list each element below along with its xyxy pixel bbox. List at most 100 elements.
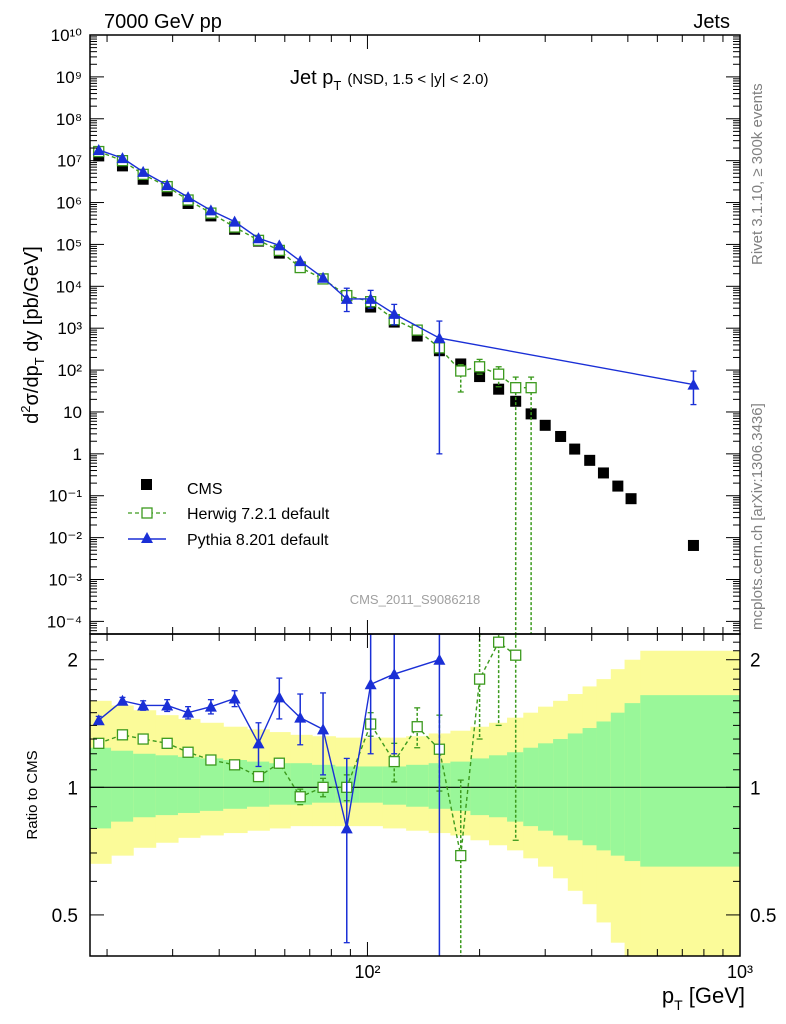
pythia-main-point [294, 255, 307, 267]
herwig-ratio-point [317, 781, 329, 793]
herwig-ratio-point [510, 649, 522, 661]
pythia-main-point [116, 152, 129, 164]
y-tick-label: 10⁹ [56, 68, 82, 87]
herwig-ratio-point [252, 770, 265, 783]
pythia-ratio-point [273, 691, 286, 703]
band-inner-bin [610, 712, 626, 856]
pythia-main-point [228, 215, 241, 227]
pythia-ratio-point [116, 694, 129, 706]
y-tick-label: 10⁻¹ [48, 487, 82, 506]
pythia-ratio-point [252, 737, 265, 749]
pythia-ratio-point [340, 822, 353, 834]
band-inner-bin [406, 764, 430, 807]
herwig-ratio-point [93, 737, 105, 749]
pythia-ratio-point [92, 714, 105, 726]
cms-main-point [539, 419, 551, 431]
pythia-ratio-point [388, 668, 401, 680]
herwig-ratio-point [228, 759, 241, 771]
pythia-main-point [252, 232, 265, 244]
band-inner-bin [624, 703, 641, 862]
cms-main-point [612, 480, 624, 492]
y-tick-label: 10⁻² [48, 529, 82, 548]
band-inner-bin [359, 766, 384, 803]
herwig-main-point [455, 365, 467, 377]
band-inner-bin [133, 753, 157, 818]
y-tick-label: 10⁻⁴ [47, 612, 82, 631]
y-tick-label: 10⁴ [56, 277, 82, 296]
band-inner-bin [155, 755, 179, 816]
band-inner-bin [582, 728, 598, 846]
band-inner-bin [247, 761, 270, 807]
x-axis-label: pT [GeV] [662, 983, 745, 1013]
herwig-main-line [98, 150, 532, 389]
ratio-y-tick-label-right: 1 [750, 778, 761, 799]
band-inner-bin [596, 721, 612, 851]
legend-herwig-marker [141, 507, 153, 519]
pythia-ratio-point [317, 723, 330, 735]
ratio-uncertainty-bands [90, 650, 740, 956]
rivet-version-label: Rivet 3.1.10, ≥ 300k events [749, 83, 766, 265]
x-tick-label: 10² [354, 962, 380, 982]
pythia-main-point [182, 191, 195, 203]
herwig-ratio-point [493, 636, 505, 648]
pythia-main-point [137, 165, 150, 177]
y-tick-label: 10³ [57, 319, 82, 338]
axis-tick-labels: 10² 10³ 10⁻⁴ 10⁻³ 10⁻² 10⁻¹ 1 10 10² 10³ 10⁴ 10⁵ 10⁶… [47, 26, 777, 982]
cms-main-point [584, 454, 596, 466]
plot-title: Jet pT (NSD, 1.5 < |y| < 2.0) [290, 67, 489, 93]
herwig-ratio-point [388, 755, 400, 768]
herwig-main-point [411, 324, 423, 336]
band-inner-bin [640, 695, 740, 867]
legend-pythia-marker [141, 532, 153, 543]
ratio-y-tick-label-right: 0.5 [750, 906, 776, 927]
ratio-y-tick-label: 2 [67, 651, 78, 672]
y-tick-label: 10⁶ [56, 194, 82, 213]
pythia-main-point [340, 292, 353, 304]
herwig-ratio-point [273, 757, 285, 769]
pythia-ratio-point [294, 711, 307, 723]
pythia-main-point [92, 143, 105, 155]
pythia-main-point [204, 204, 217, 216]
pythia-ratio-point [161, 699, 174, 711]
cms-main-point [597, 467, 609, 479]
y-tick-label: 10⁷ [57, 152, 82, 171]
legend: CMS Herwig 7.2.1 default Pythia 8.201 de… [128, 479, 330, 549]
y-tick-label: 10² [57, 361, 82, 380]
source-label: mcplots.cern.ch [arXiv:1306.3436] [749, 403, 766, 630]
pythia-ratio-point [433, 653, 446, 665]
main-panel-series [92, 143, 700, 634]
y-tick-label: 10 [63, 403, 82, 422]
main-y-axis-label: d2σ/dpT dy [pb/GeV] [18, 246, 47, 424]
cms-main-point [555, 430, 567, 442]
herwig-ratio-point [205, 754, 217, 766]
pythia-ratio-point [137, 699, 150, 711]
band-inner-bin [489, 755, 508, 818]
y-tick-label: 10¹⁰ [51, 26, 83, 45]
legend-pythia-label: Pythia 8.201 default [187, 532, 329, 549]
axis-ticks [90, 34, 741, 956]
ratio-panel-series [92, 634, 522, 956]
pythia-main-point [161, 179, 174, 191]
band-inner-bin [199, 758, 224, 811]
y-tick-label: 10⁻³ [48, 571, 82, 590]
header-observable-label: Jets [693, 11, 730, 33]
band-inner-bin [269, 763, 291, 805]
cms-main-point [474, 371, 486, 383]
cms-main-point [411, 330, 423, 342]
herwig-ratio-point [294, 791, 306, 803]
legend-herwig-label: Herwig 7.2.1 default [187, 506, 330, 523]
cms-main-point [493, 383, 505, 395]
herwig-ratio-point [473, 673, 486, 685]
cms-main-point [455, 358, 467, 370]
herwig-main-point [510, 382, 522, 394]
ratio-y-tick-label-right: 2 [750, 651, 761, 672]
ratio-y-tick-label: 1 [67, 778, 78, 799]
x-tick-label: 10³ [727, 962, 753, 982]
header-energy-label: 7000 GeV pp [104, 11, 222, 33]
herwig-ratio-point [137, 733, 149, 745]
pythia-ratio-point [228, 692, 241, 704]
herwig-ratio-point [161, 737, 173, 749]
cms-main-point [569, 443, 581, 455]
pythia-ratio-point [364, 678, 377, 690]
pythia-main-point [273, 239, 286, 251]
